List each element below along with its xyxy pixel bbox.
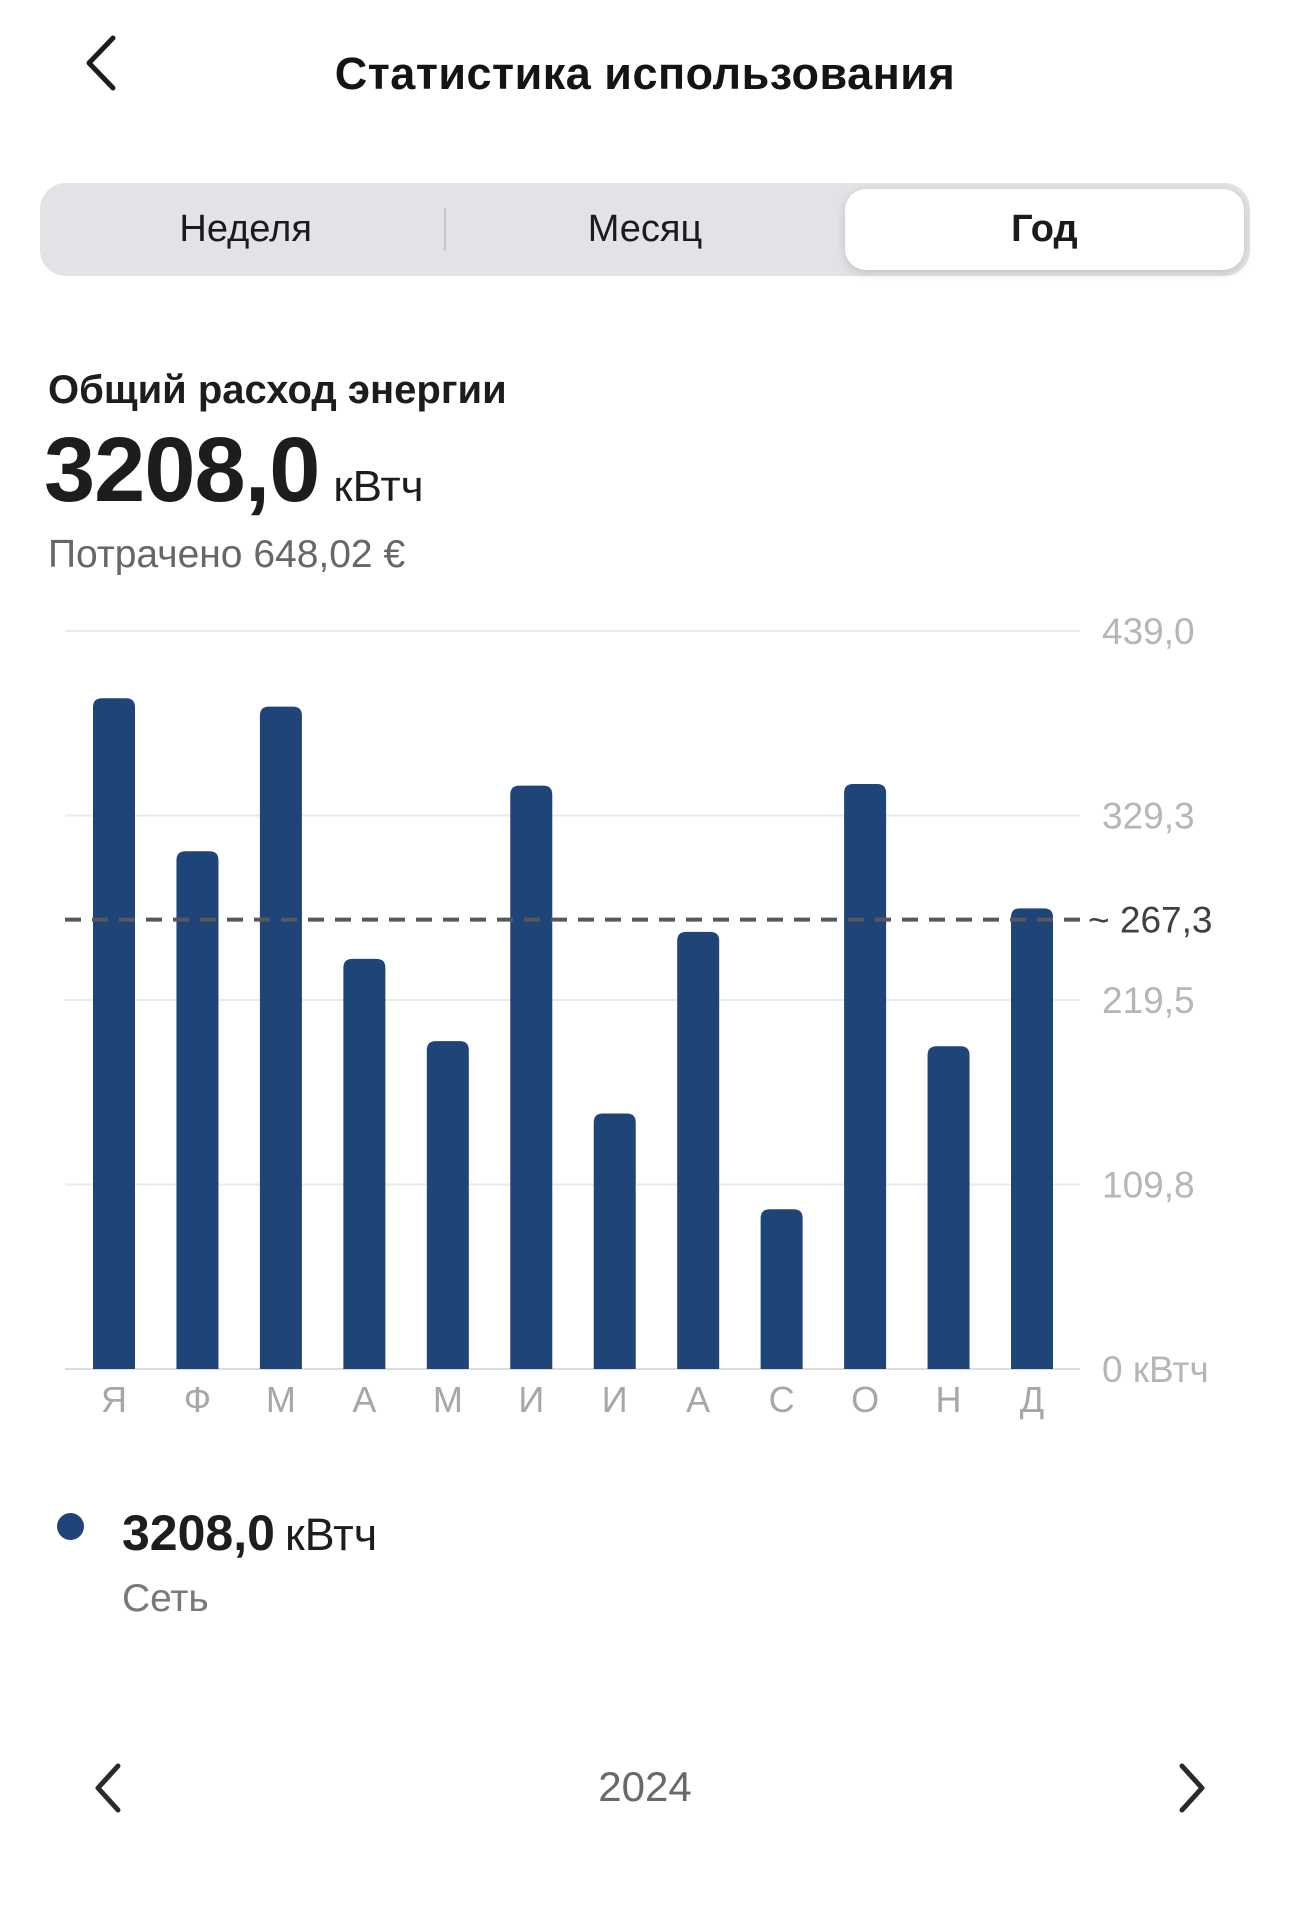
legend-value-row: 3208,0 кВтч: [122, 1504, 377, 1562]
bar-month-11[interactable]: [927, 1046, 970, 1369]
legend-value: 3208,0: [122, 1505, 275, 1561]
next-year-button[interactable]: [1160, 1756, 1224, 1820]
usage-bar-chart: 0 кВтч 109,8 219,5 329,3 439,0 ~ 267,3 Я Ф М А М И И…: [0, 580, 1290, 1420]
chevron-left-icon: [95, 1763, 121, 1813]
bar-month-4[interactable]: [343, 958, 386, 1369]
x-tick-label-month-8: А: [686, 1379, 710, 1420]
x-tick-label-month-6: И: [518, 1379, 544, 1420]
bar-month-10[interactable]: [844, 783, 887, 1369]
summary-label: Общий расход энергии: [48, 368, 507, 412]
tab-year[interactable]: Год: [844, 189, 1244, 270]
legend-series-label: Сеть: [122, 1577, 209, 1620]
x-tick-label-month-9: С: [769, 1379, 795, 1420]
year-label: 2024: [598, 1763, 692, 1810]
y-tick-label: 109,8: [1102, 1165, 1195, 1206]
bar-month-5[interactable]: [426, 1041, 469, 1369]
y-tick-label: 0 кВтч: [1102, 1349, 1209, 1390]
total-energy-unit: кВтч: [333, 462, 424, 511]
prev-year-button[interactable]: [76, 1756, 140, 1820]
bar-month-7[interactable]: [593, 1113, 636, 1369]
page-title: Статистика использования: [334, 48, 956, 99]
chevron-left-icon: [86, 35, 116, 91]
x-tick-label-month-3: М: [266, 1379, 296, 1420]
total-energy-value: 3208,0: [44, 419, 320, 521]
x-tick-label-month-5: М: [433, 1379, 463, 1420]
legend-unit: кВтч: [284, 1509, 378, 1560]
spent-amount-label: Потрачено 648,02 €: [48, 533, 406, 576]
y-tick-label: 439,0: [1102, 611, 1195, 652]
bar-month-8[interactable]: [677, 931, 720, 1369]
period-segmented-control: Неделя Месяц Год: [40, 183, 1250, 276]
tab-month[interactable]: Месяц: [444, 189, 844, 270]
x-tick-label-month-1: Я: [101, 1379, 127, 1420]
bar-month-3[interactable]: [259, 706, 302, 1369]
bar-month-2[interactable]: [176, 851, 219, 1369]
bar-month-6[interactable]: [510, 785, 553, 1369]
chevron-right-icon: [1179, 1763, 1205, 1813]
average-value-label: ~ 267,3: [1088, 900, 1212, 941]
y-tick-label: 329,3: [1102, 796, 1195, 837]
x-tick-label-month-4: А: [352, 1379, 376, 1420]
back-button[interactable]: [68, 30, 134, 96]
bar-month-12[interactable]: [1011, 908, 1053, 1369]
tab-week[interactable]: Неделя: [46, 189, 445, 270]
x-tick-label-month-2: Ф: [184, 1379, 211, 1420]
total-energy-value-row: 3208,0 кВтч: [44, 418, 424, 523]
bar-month-1[interactable]: [93, 698, 135, 1369]
x-tick-label-month-11: Н: [936, 1379, 962, 1420]
y-tick-label: 219,5: [1102, 980, 1195, 1021]
legend-dot: [57, 1513, 84, 1540]
bar-month-9[interactable]: [760, 1209, 803, 1369]
x-tick-label-month-10: О: [851, 1379, 879, 1420]
x-tick-label-month-7: И: [602, 1379, 628, 1420]
x-tick-label-month-12: Д: [1020, 1379, 1044, 1420]
